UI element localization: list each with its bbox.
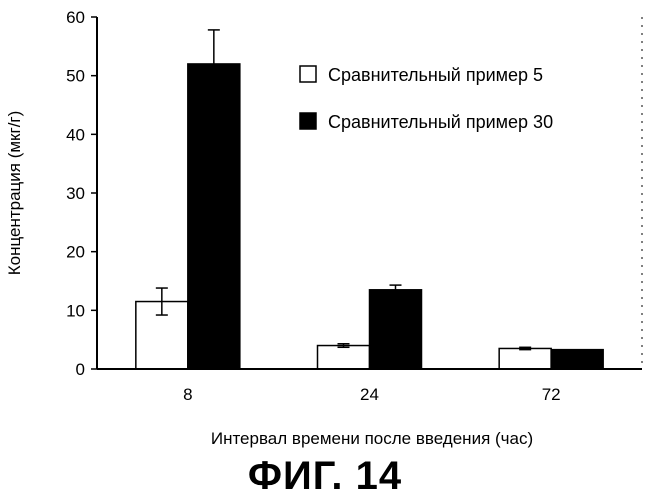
legend-label-comparative-example-5: Сравнительный пример 5 bbox=[328, 65, 543, 85]
bar-series-1-cat-24 bbox=[368, 289, 423, 370]
y-tick-label: 60 bbox=[66, 8, 85, 27]
y-axis-title: Концентрация (мкг/г) bbox=[5, 111, 24, 276]
y-tick-label: 50 bbox=[66, 67, 85, 86]
bar-series-0-cat-24 bbox=[316, 344, 371, 370]
y-tick-label: 40 bbox=[66, 125, 85, 144]
legend-label-comparative-example-30: Сравнительный пример 30 bbox=[328, 112, 553, 132]
x-tick-label: 24 bbox=[360, 385, 379, 404]
y-tick-label: 20 bbox=[66, 243, 85, 262]
y-tick-label: 0 bbox=[76, 360, 85, 379]
y-tick-label: 10 bbox=[66, 301, 85, 320]
legend-swatch-comparative-example-5 bbox=[299, 65, 317, 83]
error-bars bbox=[155, 29, 532, 351]
bar-series-1-cat-72 bbox=[550, 348, 604, 370]
bars bbox=[135, 63, 604, 370]
legend: Сравнительный пример 5 Сравнительный при… bbox=[299, 65, 553, 132]
legend-swatch-comparative-example-30 bbox=[299, 112, 317, 130]
x-tick-label: 72 bbox=[542, 385, 561, 404]
bar-series-1-cat-8 bbox=[187, 63, 241, 370]
x-tick-label: 8 bbox=[183, 385, 192, 404]
bar-series-0-cat-72 bbox=[498, 347, 552, 370]
x-axis-title: Интервал времени после введения (час) bbox=[211, 429, 533, 448]
figure-caption: ФИГ. 14 bbox=[247, 454, 403, 498]
y-axis-ticks: 0 10 20 30 40 50 60 bbox=[66, 8, 97, 379]
x-axis-ticks: 8 24 72 bbox=[183, 385, 561, 404]
y-tick-label: 30 bbox=[66, 184, 85, 203]
